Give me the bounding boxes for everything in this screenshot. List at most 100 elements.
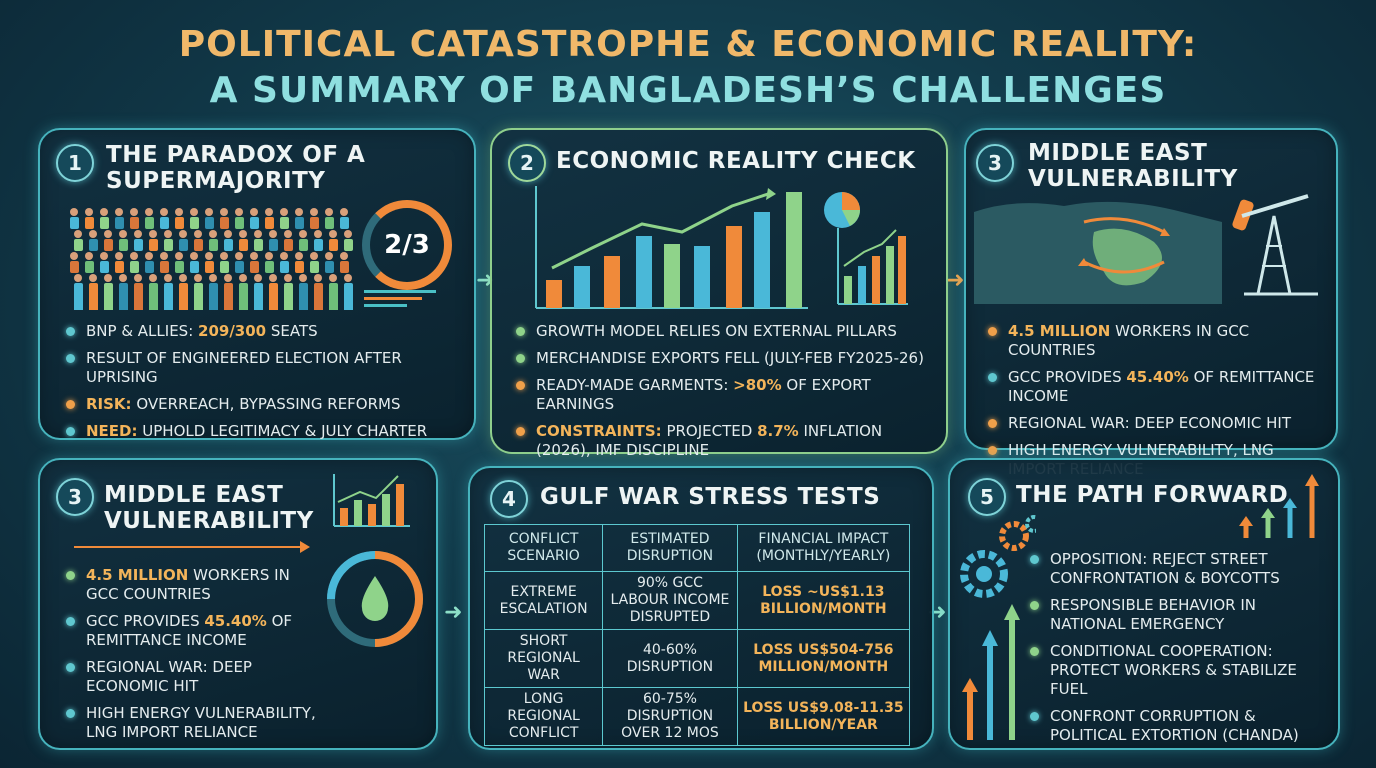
growth-chart-icon	[333, 474, 410, 527]
section-title: GULF WAR STRESS TESTS	[540, 484, 881, 510]
person-body	[190, 261, 199, 273]
person-body	[145, 217, 154, 229]
person-head	[70, 208, 78, 216]
person-body	[220, 261, 229, 273]
table-cell: SHORT REGIONAL WAR	[483, 629, 604, 688]
person-body	[205, 217, 214, 229]
table-header: ESTIMATED DISRUPTION	[602, 524, 738, 572]
person-head	[205, 208, 213, 216]
person-head	[265, 252, 273, 260]
person-head	[239, 274, 247, 282]
person-body	[224, 239, 233, 251]
table-header-row: CONFLICT SCENARIO ESTIMATED DISRUPTION F…	[483, 524, 911, 572]
person-head	[74, 274, 82, 282]
person-head	[119, 274, 127, 282]
person-head	[269, 274, 277, 282]
person-head	[295, 252, 303, 260]
person-body	[254, 283, 263, 310]
person-head	[325, 208, 333, 216]
arrow-right-icon: ➜	[946, 268, 965, 293]
person-head	[149, 230, 157, 238]
person-head	[190, 208, 198, 216]
gears-icon	[960, 515, 1036, 740]
person-head	[149, 274, 157, 282]
person-body	[164, 283, 173, 310]
person-head	[74, 230, 82, 238]
bullet-item: OPPOSITION: REJECT STREET CONFRONTATION …	[1028, 550, 1334, 588]
person-body	[104, 239, 113, 251]
person-head	[295, 208, 303, 216]
person-head	[265, 208, 273, 216]
person-body	[104, 283, 113, 310]
person-body	[160, 261, 169, 273]
person-body	[134, 239, 143, 251]
person-head	[164, 230, 172, 238]
table-cell: 60-75% DISRUPTION OVER 12 MOS	[602, 687, 738, 746]
person-body	[329, 239, 338, 251]
person-head	[224, 274, 232, 282]
person-head	[344, 274, 352, 282]
person-head	[70, 252, 78, 260]
person-body	[254, 239, 263, 251]
mini-bar-chart-icon	[837, 228, 908, 305]
person-head	[160, 252, 168, 260]
person-body	[239, 283, 248, 310]
person-body	[115, 261, 124, 273]
section-number: 2	[508, 144, 546, 182]
person-body	[89, 239, 98, 251]
person-head	[130, 252, 138, 260]
person-body	[175, 261, 184, 273]
person-body	[295, 217, 304, 229]
person-body	[179, 283, 188, 310]
person-head	[134, 230, 142, 238]
growth-bar-chart-icon	[535, 186, 808, 309]
person-body	[130, 217, 139, 229]
table-cell: LOSS ~US$1.13 BILLION/MONTH	[736, 571, 911, 630]
person-body	[299, 283, 308, 310]
person-body	[265, 217, 274, 229]
person-head	[175, 208, 183, 216]
bullet-item: RESULT OF ENGINEERED ELECTION AFTER UPRI…	[64, 349, 469, 387]
person-body	[269, 239, 278, 251]
person-body	[100, 217, 109, 229]
oil-drop-ring-icon	[327, 551, 424, 647]
two-thirds-ring-icon: 2/3	[362, 200, 452, 290]
person-head	[209, 230, 217, 238]
panel1-bullets: BNP & ALLIES: 209/300 SEATS RESULT OF EN…	[64, 322, 469, 449]
person-head	[329, 274, 337, 282]
table-cell: 40-60% DISRUPTION	[602, 629, 738, 688]
person-head	[340, 208, 348, 216]
person-head	[145, 252, 153, 260]
rising-arrows-icon	[1239, 474, 1319, 538]
person-head	[194, 274, 202, 282]
person-body	[239, 239, 248, 251]
person-head	[280, 252, 288, 260]
bullet-item: CONDITIONAL COOPERATION: PROTECT WORKERS…	[1028, 642, 1334, 699]
bullet-item: RESPONSIBLE BEHAVIOR IN NATIONAL EMERGEN…	[1028, 596, 1334, 634]
person-head	[284, 230, 292, 238]
pie-chart-icon	[824, 192, 860, 228]
section-number: 3	[56, 478, 94, 516]
person-body	[325, 217, 334, 229]
person-head	[250, 252, 258, 260]
person-body	[329, 283, 338, 310]
crowd-icon	[70, 208, 353, 310]
page-title-line-2: A SUMMARY OF BANGLADESH’S CHALLENGES	[209, 70, 1167, 111]
bullet-item: MERCHANDISE EXPORTS FELL (JULY-FEB FY202…	[514, 349, 939, 368]
table-cell: EXTREME ESCALATION	[483, 571, 604, 630]
person-head	[235, 252, 243, 260]
person-body	[280, 261, 289, 273]
person-body	[265, 261, 274, 273]
oil-pump-icon	[1232, 194, 1318, 296]
person-head	[209, 274, 217, 282]
person-body	[314, 239, 323, 251]
bullet-item: READY-MADE GARMENTS: >80% OF EXPORT EARN…	[514, 376, 939, 414]
person-head	[220, 252, 228, 260]
person-body	[250, 217, 259, 229]
person-body	[224, 283, 233, 310]
table-row: LONG REGIONAL CONFLICT 60-75% DISRUPTION…	[483, 687, 911, 746]
table-row: SHORT REGIONAL WAR 40-60% DISRUPTION LOS…	[483, 629, 911, 688]
person-head	[299, 230, 307, 238]
person-head	[220, 208, 228, 216]
person-head	[104, 230, 112, 238]
